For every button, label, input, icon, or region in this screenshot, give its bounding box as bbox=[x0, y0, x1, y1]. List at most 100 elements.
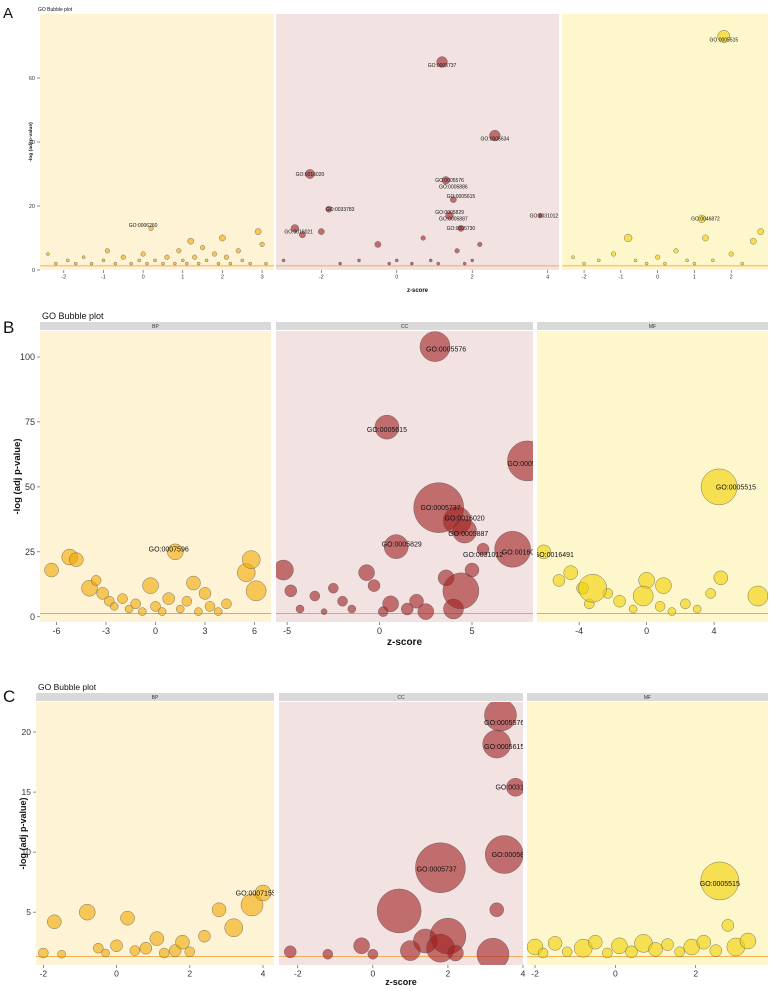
y-tick-label: 75 bbox=[25, 417, 35, 427]
bubble bbox=[347, 604, 357, 614]
bubble bbox=[148, 225, 154, 231]
bubble bbox=[211, 902, 227, 917]
facet-cc: CCGO:0005737GO:0005634GO:0016020GO:00055… bbox=[276, 14, 559, 281]
bubble bbox=[328, 583, 339, 594]
bubble bbox=[417, 603, 434, 620]
bubble bbox=[410, 261, 414, 266]
bubble bbox=[674, 946, 685, 957]
bubble bbox=[185, 261, 189, 266]
facet-strip bbox=[537, 322, 768, 330]
bubble bbox=[194, 607, 203, 616]
facet-bp: BP GO:0007155 -2 0 2 4 bbox=[36, 693, 274, 979]
bubble bbox=[38, 947, 49, 959]
go-term-label: GO:0005829 bbox=[435, 210, 464, 216]
bubble bbox=[482, 729, 511, 759]
go-term-label: GO:0005515 bbox=[700, 881, 740, 888]
bubble bbox=[721, 919, 735, 932]
bubble bbox=[454, 248, 460, 254]
bubble bbox=[46, 252, 50, 256]
bubble bbox=[494, 531, 531, 568]
y-tick-label: 20 bbox=[22, 727, 32, 737]
facet-strip-label: CC bbox=[401, 324, 409, 330]
bubble bbox=[464, 562, 480, 578]
bubble bbox=[184, 946, 195, 957]
bubble bbox=[93, 942, 104, 954]
y-tick-label: 20 bbox=[29, 204, 35, 210]
facet-mf: MF GO:0005515 GO:0016491 -4 0 4 bbox=[537, 322, 768, 636]
bubble bbox=[654, 601, 666, 612]
bubble bbox=[96, 587, 109, 600]
facet-strip-label: MF bbox=[644, 695, 651, 701]
bubble bbox=[470, 258, 474, 263]
bubble bbox=[717, 30, 731, 43]
bubble bbox=[54, 261, 58, 266]
bubble bbox=[696, 934, 711, 950]
bubble bbox=[200, 245, 206, 251]
bubble bbox=[305, 169, 315, 179]
chart-title: GO Bubble plot bbox=[38, 7, 73, 13]
y-axis-label: -log (adj p-value) bbox=[12, 439, 23, 515]
y-tick-label: 50 bbox=[25, 482, 35, 492]
bubble bbox=[367, 579, 381, 592]
go-term-label: GO:0005829 bbox=[382, 542, 422, 549]
go-term-label: GO:0005886 bbox=[492, 852, 532, 859]
facet-background bbox=[276, 331, 533, 622]
bubble bbox=[376, 888, 422, 934]
bubble bbox=[47, 914, 62, 929]
bubble bbox=[162, 592, 175, 605]
go-term-label: GO:0005886 bbox=[507, 461, 547, 468]
bubble bbox=[633, 585, 654, 607]
go-term-label: GO:0005737 bbox=[421, 505, 461, 512]
x-tick-label: 2 bbox=[693, 969, 698, 979]
bubble bbox=[281, 258, 286, 263]
x-tick-label: -5 bbox=[283, 626, 291, 636]
bubble bbox=[462, 261, 467, 266]
bubble bbox=[276, 559, 294, 581]
x-tick-label: -2 bbox=[531, 969, 539, 979]
bubbles: GO:0007596 bbox=[44, 543, 267, 616]
x-tick-label: 0 bbox=[377, 626, 382, 636]
bubble bbox=[395, 258, 399, 263]
y-tick-label: 40 bbox=[29, 140, 35, 146]
bubbles: GO:0007155 bbox=[38, 884, 274, 959]
go-term-label: GO:0005737 bbox=[428, 63, 457, 69]
bubble bbox=[436, 56, 448, 68]
bubble bbox=[625, 945, 638, 958]
facet-background bbox=[40, 331, 271, 622]
chart-title: GO Bubble plot bbox=[38, 682, 97, 692]
bubble bbox=[685, 258, 689, 263]
bubbles: GO:0005576 GO:0005615 GO:0005886 GO:0005737… bbox=[276, 331, 547, 620]
bubble bbox=[374, 414, 400, 440]
bubble bbox=[164, 254, 170, 260]
bubble bbox=[713, 570, 728, 586]
bubble bbox=[644, 261, 649, 266]
y-tick-label: 5 bbox=[26, 907, 31, 917]
bubble bbox=[198, 587, 212, 600]
x-tick-label: -2 bbox=[61, 275, 66, 281]
x-tick-label: -2 bbox=[582, 275, 587, 281]
go-term-label: GO:0016021 bbox=[502, 549, 542, 556]
bubble bbox=[167, 543, 184, 561]
go-term-label: GO:0005615 bbox=[484, 744, 524, 751]
bubble bbox=[73, 261, 78, 266]
go-term-label: GO:0031012 bbox=[463, 552, 503, 559]
x-tick-label: 1 bbox=[181, 275, 184, 281]
go-term-label: GO:0033783 bbox=[326, 207, 355, 213]
bubble bbox=[447, 944, 464, 962]
x-tick-label: 0 bbox=[153, 626, 158, 636]
chart-title: GO Bubble plot bbox=[42, 311, 104, 321]
bubble bbox=[223, 254, 229, 260]
bubble bbox=[142, 577, 159, 594]
bubble bbox=[129, 945, 141, 956]
bubble bbox=[374, 241, 382, 248]
bubble bbox=[353, 937, 370, 954]
bubble bbox=[571, 255, 575, 259]
bubble bbox=[149, 931, 165, 946]
bubble bbox=[700, 468, 738, 506]
bubble bbox=[219, 234, 226, 242]
bubble bbox=[633, 258, 638, 263]
facet-strip bbox=[276, 322, 533, 330]
x-tick-label: 0 bbox=[656, 275, 659, 281]
facet-strip-label: CC bbox=[397, 695, 405, 701]
